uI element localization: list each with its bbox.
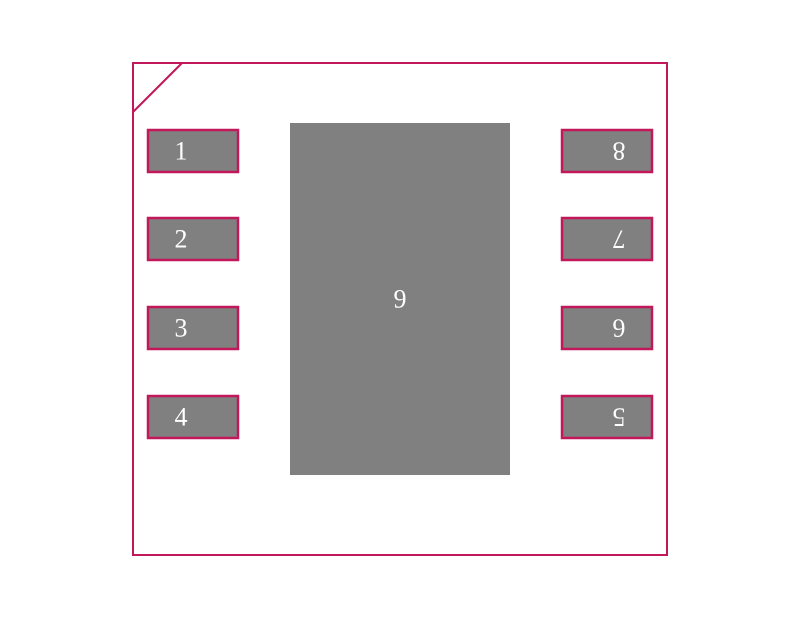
svg-text:3: 3 [175, 314, 188, 343]
pin-pad-3 [148, 307, 238, 349]
pin-label-2: 2 [175, 225, 188, 254]
svg-text:7: 7 [613, 225, 626, 254]
pin-label-8: 8 [613, 137, 626, 166]
pin-pad-4 [148, 396, 238, 438]
pin-pad-6 [562, 307, 652, 349]
pin-label-7: 7 [613, 225, 626, 254]
svg-text:8: 8 [613, 137, 626, 166]
ic-footprint-diagram: 9 1 2 3 4 8 7 6 5 [0, 0, 800, 618]
pin-label-4: 4 [175, 403, 188, 432]
svg-text:2: 2 [175, 225, 188, 254]
pin-pad-1 [148, 130, 238, 172]
svg-text:1: 1 [175, 137, 188, 166]
svg-text:5: 5 [613, 403, 626, 432]
pin-label-6: 6 [613, 314, 626, 343]
pin-pad-7 [562, 218, 652, 260]
pin-pad-2 [148, 218, 238, 260]
center-pad-label: 9 [394, 285, 407, 314]
svg-text:4: 4 [175, 403, 188, 432]
pin-pad-5 [562, 396, 652, 438]
pin-pad-8 [562, 130, 652, 172]
pin-label-5: 5 [613, 403, 626, 432]
svg-text:6: 6 [613, 314, 626, 343]
pin-label-1: 1 [175, 137, 188, 166]
pin-label-3: 3 [175, 314, 188, 343]
